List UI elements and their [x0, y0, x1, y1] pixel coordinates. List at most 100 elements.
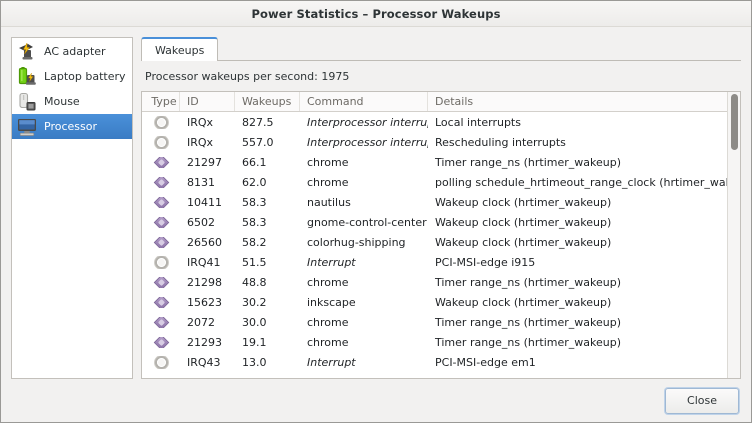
- cell-type: [142, 355, 180, 369]
- sidebar-item-mouse[interactable]: Mouse: [12, 89, 132, 114]
- cell-command: chrome: [307, 155, 349, 169]
- cell-details: PCI-MSI-edge em1: [435, 355, 536, 369]
- table-body[interactable]: IRQx 827.5 Interprocessor interrupt Local i…: [142, 112, 740, 378]
- cell-wakeups: 51.5: [242, 255, 267, 269]
- mouse-icon: [16, 91, 38, 113]
- cell-details: PCI-MSI-edge i915: [435, 255, 536, 269]
- table-row[interactable]: 10411 58.3 nautilus Wakeup clock (hrtimer_w…: [142, 192, 740, 212]
- vertical-scrollbar[interactable]: [727, 92, 740, 378]
- column-header-command[interactable]: Command: [300, 92, 428, 111]
- tab-wakeups[interactable]: Wakeups: [141, 37, 219, 61]
- table-row[interactable]: IRQ41 51.5 Interrupt PCI-MSI-edge i915: [142, 252, 740, 272]
- cell-command: Interprocessor interrupt: [307, 135, 428, 149]
- cell-type: [142, 276, 180, 288]
- process-diamond-icon: [153, 336, 169, 348]
- table-row[interactable]: 8131 62.0 chrome polling schedule_hrtimeout…: [142, 172, 740, 192]
- table-row[interactable]: 21293 19.1 chrome Timer range_ns (hrtimer_w…: [142, 332, 740, 352]
- column-header-id[interactable]: ID: [180, 92, 235, 111]
- cell-type: [142, 336, 180, 348]
- cell-command: gnome-control-center: [307, 215, 427, 229]
- cell-details: Timer range_ns (hrtimer_wakeup): [435, 335, 622, 349]
- main-pane: Wakeups Processor wakeups per second: 19…: [141, 37, 741, 379]
- ac-adapter-icon: [16, 41, 38, 63]
- tab-strip[interactable]: Wakeups: [141, 37, 741, 61]
- table-row[interactable]: 21297 66.1 chrome Timer range_ns (hrtimer_w…: [142, 152, 740, 172]
- cell-id: IRQx: [187, 135, 214, 149]
- column-header-wakeups[interactable]: Wakeups: [235, 92, 300, 111]
- cell-type: [142, 316, 180, 328]
- cell-wakeups: 19.1: [242, 335, 267, 349]
- table-row[interactable]: 2072 30.0 chrome Timer range_ns (hrtimer_wa…: [142, 312, 740, 332]
- scrollbar-thumb[interactable]: [731, 94, 738, 150]
- cell-wakeups: 13.0: [242, 355, 267, 369]
- cell-command: Interprocessor interrupt: [307, 115, 428, 129]
- process-diamond-icon: [153, 176, 169, 188]
- sidebar-item-ac-adapter[interactable]: AC adapter: [12, 39, 132, 64]
- cell-id: 21297: [187, 155, 222, 169]
- sidebar-item-label: AC adapter: [44, 45, 106, 58]
- process-diamond-icon: [153, 276, 169, 288]
- cell-details: Local interrupts: [435, 115, 521, 129]
- cell-details: Wakeup clock (hrtimer_wakeup): [435, 295, 612, 309]
- sidebar-item-label: Laptop battery: [44, 70, 126, 83]
- cell-wakeups: 30.2: [242, 295, 267, 309]
- table-row[interactable]: 15623 30.2 inkscape Wakeup clock (hrtimer_w…: [142, 292, 740, 312]
- sidebar-item-label: Mouse: [44, 95, 80, 108]
- cell-command: colorhug-shipping: [307, 235, 406, 249]
- action-bar: Close: [1, 379, 751, 422]
- window-content: AC adapter Laptop battery Mouse Processor W…: [1, 27, 751, 379]
- cell-id: IRQx: [187, 115, 214, 129]
- cell-id: IRQ43: [187, 355, 221, 369]
- table-row[interactable]: 21298 48.8 chrome Timer range_ns (hrtimer_w…: [142, 272, 740, 292]
- cell-command: inkscape: [307, 295, 356, 309]
- process-diamond-icon: [153, 296, 169, 308]
- process-diamond-icon: [153, 216, 169, 228]
- process-diamond-icon: [153, 156, 169, 168]
- cell-wakeups: 58.3: [242, 195, 267, 209]
- window-title: Power Statistics – Processor Wakeups: [251, 6, 501, 21]
- table-row[interactable]: IRQx 557.0 Interprocessor interrupt Resched…: [142, 132, 740, 152]
- wakeups-summary: Processor wakeups per second: 1975: [145, 70, 350, 83]
- cell-id: 10411: [187, 195, 222, 209]
- cell-wakeups: 58.2: [242, 235, 267, 249]
- cell-id: IRQ41: [187, 255, 221, 269]
- close-button[interactable]: Close: [665, 387, 739, 414]
- sidebar-item-label: Processor: [44, 120, 97, 133]
- column-header-details[interactable]: Details: [435, 95, 474, 108]
- wakeups-table: Type ID Wakeups Command Details IRQx 827.5 Int…: [141, 91, 741, 379]
- cell-command: Interrupt: [307, 355, 356, 369]
- cell-id: 6502: [187, 215, 215, 229]
- table-row[interactable]: 6502 58.3 gnome-control-center Wakeup clock…: [142, 212, 740, 232]
- cell-command: Interrupt: [307, 255, 356, 269]
- laptop-battery-icon: [16, 66, 38, 88]
- cell-type: [142, 196, 180, 208]
- cell-id: 2072: [187, 315, 215, 329]
- table-row[interactable]: IRQx 827.5 Interprocessor interrupt Local i…: [142, 112, 740, 132]
- process-diamond-icon: [153, 316, 169, 328]
- cell-details: Rescheduling interrupts: [435, 135, 566, 149]
- cell-type: [142, 176, 180, 188]
- device-sidebar[interactable]: AC adapter Laptop battery Mouse Processor: [11, 37, 133, 379]
- table-row[interactable]: 26560 58.2 colorhug-shipping Wakeup clock (…: [142, 232, 740, 252]
- cell-details: Wakeup clock (hrtimer_wakeup): [435, 215, 612, 229]
- table-header-row: Type ID Wakeups Command Details: [142, 92, 740, 112]
- tab-panel-wakeups: Processor wakeups per second: 1975 Type I…: [141, 61, 741, 379]
- processor-icon: [16, 116, 38, 138]
- cell-id: 8131: [187, 175, 215, 189]
- cell-details: Wakeup clock (hrtimer_wakeup): [435, 235, 612, 249]
- column-header-type[interactable]: Type: [142, 92, 180, 111]
- cell-wakeups: 58.3: [242, 215, 267, 229]
- cell-command: chrome: [307, 275, 349, 289]
- sidebar-item-processor[interactable]: Processor: [12, 114, 132, 139]
- title-bar: Power Statistics – Processor Wakeups: [1, 1, 751, 27]
- cell-command: nautilus: [307, 195, 351, 209]
- table-row[interactable]: IRQ43 13.0 Interrupt PCI-MSI-edge em1: [142, 352, 740, 372]
- sidebar-item-laptop-battery[interactable]: Laptop battery: [12, 64, 132, 89]
- cell-type: [142, 296, 180, 308]
- cell-type: [142, 236, 180, 248]
- cell-type: [142, 135, 180, 149]
- cell-details: Wakeup clock (hrtimer_wakeup): [435, 195, 612, 209]
- cell-type: [142, 156, 180, 168]
- process-diamond-icon: [153, 196, 169, 208]
